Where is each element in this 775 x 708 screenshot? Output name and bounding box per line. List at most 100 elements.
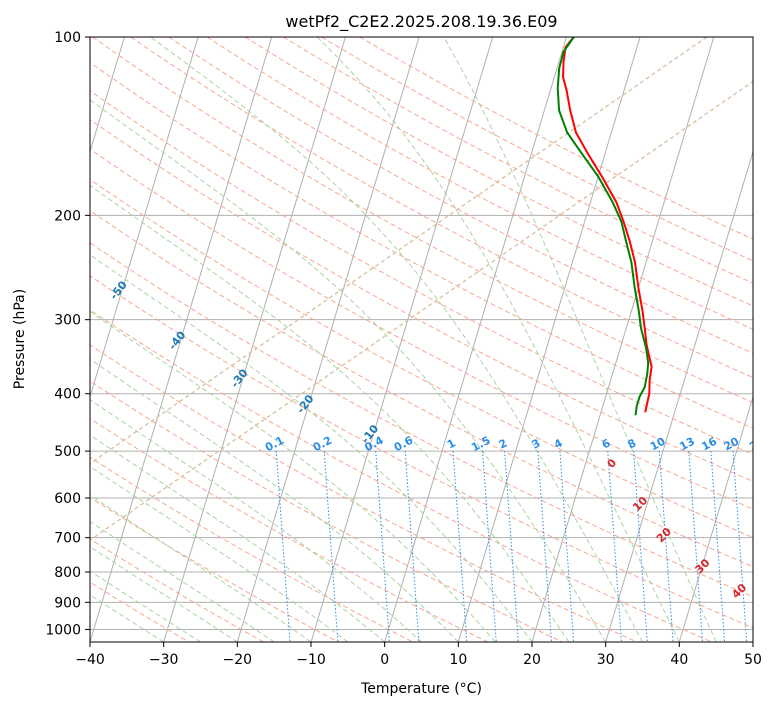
mixing-ratio-line (732, 451, 748, 642)
dry-adiabat-line (90, 309, 712, 642)
dry-adiabat-line (90, 118, 753, 483)
mixing-ratio-label: 2 (497, 436, 510, 451)
x-tick-label: 30 (597, 652, 615, 668)
mixing-ratio-label: 8 (625, 436, 638, 451)
moist-adiabat-line (443, 37, 717, 642)
isotherm-line (457, 37, 641, 642)
dry-adiabat-label: 20 (654, 525, 674, 545)
dry-adiabat-label: 10 (630, 494, 650, 514)
mixing-ratio-line (323, 451, 339, 642)
moist-adiabat-line (90, 434, 386, 642)
dry-adiabat-label: 40 (729, 581, 749, 601)
x-tick-label: −40 (75, 652, 105, 668)
isotherm-line (163, 37, 346, 642)
mixing-ratio-label: 10 (648, 435, 668, 454)
dry-adiabat-label: 30 (693, 556, 713, 576)
mixing-ratio-line (504, 451, 519, 642)
mixing-ratio-line (482, 451, 497, 642)
dry-adiabat-line (90, 344, 638, 642)
dry-adiabat-line (90, 417, 488, 642)
moist-adiabat-line (316, 37, 680, 642)
mixing-ratio-line (404, 451, 420, 642)
mixing-ratio-label: 20 (722, 435, 742, 454)
mixing-ratio-label: 13 (677, 435, 697, 454)
dry-adiabat-line (90, 275, 753, 629)
background-lines (90, 37, 773, 642)
dry-adiabat-line (283, 37, 753, 284)
mixing-ratio-line (607, 451, 622, 642)
isotherm-label: -50 (107, 278, 130, 302)
dry-adiabat-line (168, 37, 753, 354)
y-tick-label: 400 (54, 387, 81, 403)
isotherm-label: -60 (48, 230, 71, 254)
isotherm-line (531, 37, 715, 642)
mixing-ratio-line (759, 451, 773, 642)
line-labels: 0.10.20.40.611.52346810131620253036-100-… (0, 180, 775, 601)
dry-adiabat-line (90, 380, 563, 642)
mixing-ratio-line (658, 451, 674, 642)
moist-adiabat-line (90, 546, 238, 642)
dry-adiabat-line (244, 37, 753, 307)
isotherm-label: -20 (294, 392, 317, 416)
mixing-ratio-line (275, 451, 291, 642)
dry-adiabat-line (90, 178, 753, 539)
y-tick-label: 800 (54, 565, 81, 581)
isotherm-line (384, 37, 567, 642)
mixing-ratio-label: 6 (600, 436, 613, 451)
dry-adiabat-line (206, 37, 753, 330)
isotherm-line (90, 37, 199, 399)
dry-adiabat-label: 0 (605, 456, 620, 471)
isotherm-label: -70 (0, 180, 12, 204)
mixing-ratio-label: 30 (766, 435, 775, 454)
x-tick-label: −30 (149, 652, 179, 668)
y-tick-label: 500 (54, 444, 81, 460)
mixing-ratio-line (633, 451, 648, 642)
isotherm-line (605, 149, 753, 642)
y-tick-label: 900 (54, 595, 81, 611)
moist-adiabat-line (90, 494, 312, 642)
mixing-ratio-line (559, 451, 575, 642)
plot-frame (89, 36, 754, 643)
moist-adiabat-line (150, 37, 643, 642)
isotherm-label: -30 (228, 366, 251, 390)
y-axis-label: Pressure (hPa) (12, 289, 28, 389)
profile-line-1 (562, 37, 653, 413)
x-tick-label: −10 (296, 652, 326, 668)
moist-adiabat-line (90, 521, 275, 642)
x-tick-label: 20 (523, 652, 541, 668)
dry-adiabat-line (90, 62, 753, 429)
x-tick-label: 10 (449, 652, 467, 668)
dry-adiabat-line (359, 37, 753, 240)
mixing-ratio-label: 25 (747, 435, 767, 454)
mixing-ratio-line (452, 451, 468, 642)
dry-adiabat-line (90, 148, 753, 510)
moist-adiabat-line (90, 399, 422, 642)
isotherm-label: -40 (166, 328, 189, 352)
x-axis-label: Temperature (°C) (360, 681, 482, 697)
profile-lines (556, 37, 653, 416)
dry-adiabat-line (90, 538, 264, 642)
moist-adiabat-line (90, 254, 533, 642)
x-tick-label: 40 (670, 652, 688, 668)
mixing-ratio-line (710, 451, 726, 642)
mixing-ratio-label: 1 (445, 436, 458, 451)
chart-title: wetPf2_C2E2.2025.208.19.36.E09 (285, 12, 557, 32)
y-tick-label: 600 (54, 491, 81, 507)
y-tick-label: 300 (54, 313, 81, 329)
mixing-ratio-label: 16 (699, 435, 719, 454)
guide-curve-line (90, 80, 753, 541)
mixing-ratio-label: 3 (530, 436, 543, 451)
dry-adiabat-line (90, 496, 339, 642)
isotherm-line (752, 640, 753, 642)
mixing-ratio-line (375, 451, 390, 642)
mixing-ratio-line (688, 451, 703, 642)
guide-curve-line (90, 37, 708, 465)
isotherm-line (678, 395, 753, 642)
y-tick-label: 1000 (45, 622, 81, 638)
x-tick-label: −20 (223, 652, 253, 668)
profile-line-2 (556, 37, 650, 416)
y-tick-label: 100 (54, 30, 81, 46)
x-tick-label: 50 (744, 652, 762, 668)
moist-adiabat-line (90, 358, 459, 642)
